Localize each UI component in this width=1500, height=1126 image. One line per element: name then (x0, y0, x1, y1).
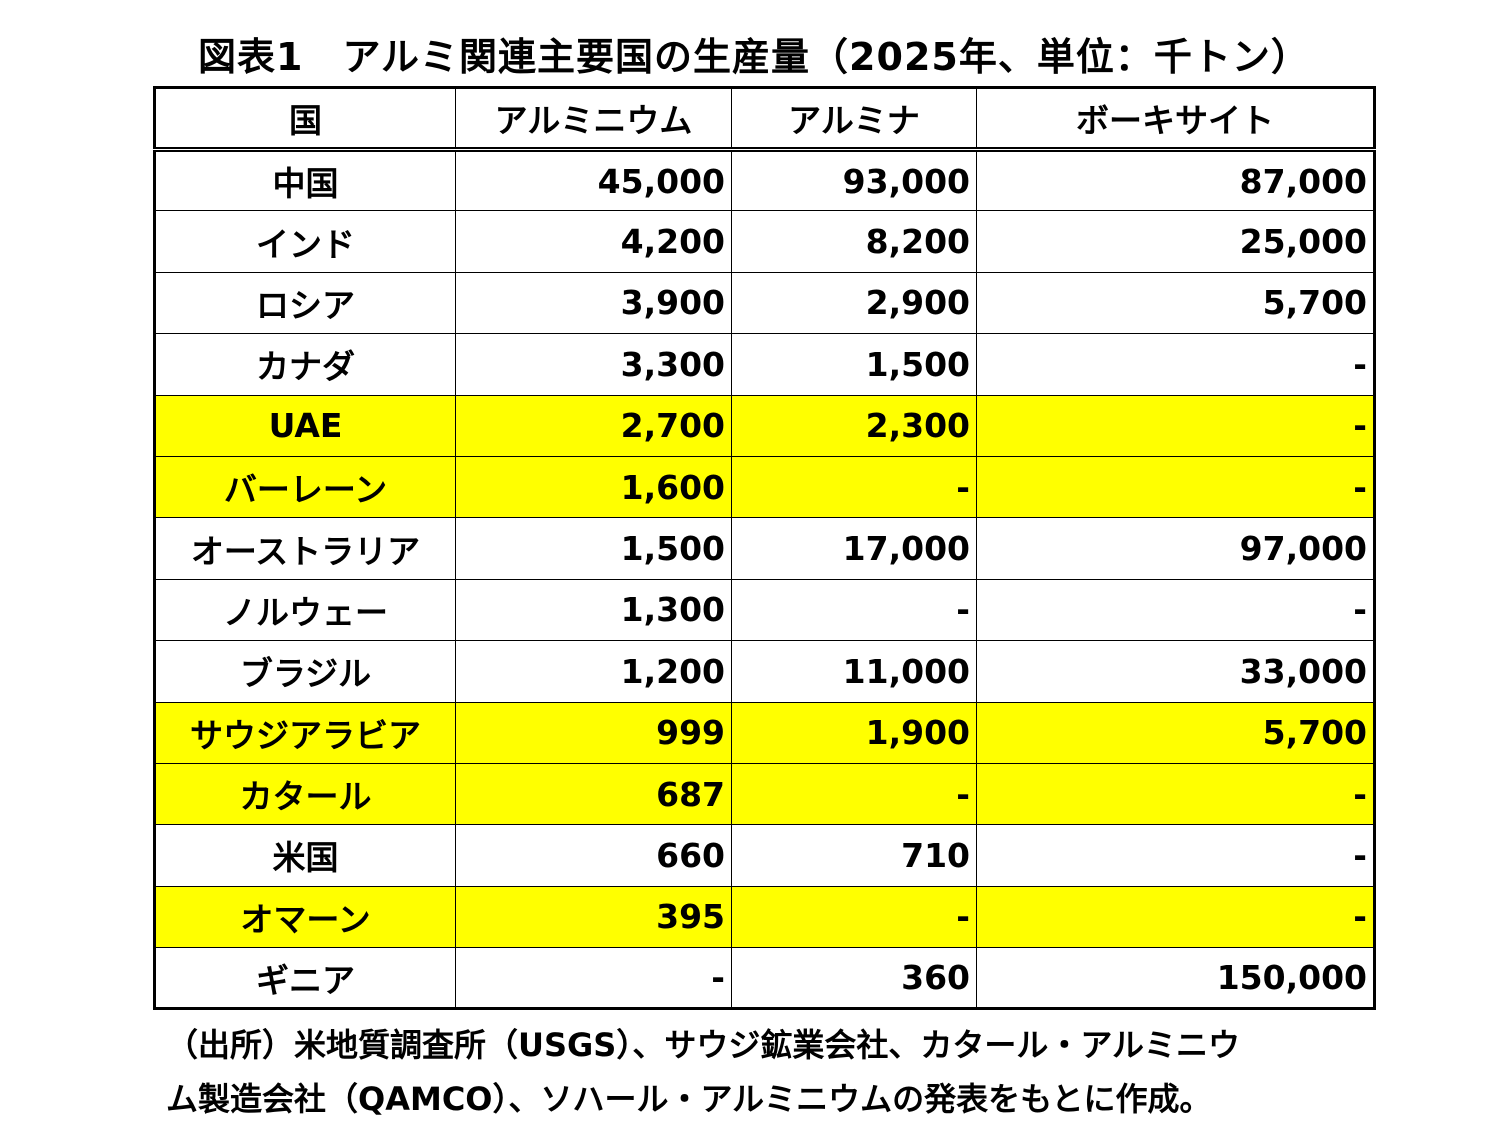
aluminium-cell: 1,500 (455, 517, 732, 580)
bauxite-cell: 97,000 (976, 517, 1375, 580)
bauxite-cell: - (976, 333, 1375, 396)
bauxite-cell: - (976, 824, 1375, 887)
source-note-line-1: （出所）米地質調査所（USGS）、サウジ鉱業会社、カタール・アルミニウ (166, 1026, 1241, 1064)
alumina-cell: - (731, 885, 977, 949)
country-cell: オマーン (154, 885, 456, 949)
aluminium-cell: 45,000 (455, 148, 732, 212)
country-cell: ノルウェー (154, 578, 456, 642)
alumina-cell: - (731, 455, 977, 519)
alumina-cell: 11,000 (731, 640, 977, 703)
country-cell: サウジアラビア (154, 701, 456, 764)
table-row: サウジアラビア 999 1,900 5,700 (154, 701, 1375, 764)
bauxite-cell: - (976, 578, 1375, 642)
table-row: オーストラリア 1,500 17,000 97,000 (154, 517, 1375, 580)
bauxite-cell: - (976, 394, 1375, 457)
alumina-cell: 2,300 (731, 394, 977, 457)
aluminium-cell: 2,700 (455, 394, 732, 457)
aluminium-cell: 687 (455, 762, 732, 826)
table-row: UAE 2,700 2,300- (154, 394, 1375, 457)
table-row: ブラジル 1,200 11,000 33,000 (154, 640, 1375, 703)
country-cell: インド (154, 210, 456, 273)
bauxite-cell: - (976, 455, 1375, 519)
bauxite-cell: 33,000 (976, 640, 1375, 703)
bauxite-cell: - (976, 762, 1375, 826)
aluminium-cell: 395 (455, 885, 732, 949)
country-cell: UAE (154, 394, 456, 457)
aluminium-cell: 1,200 (455, 640, 732, 703)
table-row: ギニア -360 150,000 (154, 947, 1375, 1010)
aluminium-cell: - (455, 947, 732, 1010)
header-bauxite: ボーキサイト (976, 87, 1375, 150)
header-row: 国 アルミニウム アルミナ ボーキサイト (154, 87, 1375, 150)
source-note-line-2: ム製造会社（QAMCO）、ソハール・アルミニウムの発表をもとに作成。 (166, 1080, 1212, 1118)
aluminium-cell: 3,900 (455, 271, 732, 335)
alumina-cell: 2,900 (731, 271, 977, 335)
country-cell: ギニア (154, 947, 456, 1010)
country-cell: バーレーン (154, 455, 456, 519)
alumina-cell: - (731, 762, 977, 826)
table-row: インド 4,200 8,200 25,000 (154, 210, 1375, 273)
table-row: ロシア 3,900 2,900 5,700 (154, 271, 1375, 335)
header-alumina: アルミナ (731, 87, 977, 150)
country-cell: 中国 (154, 148, 456, 212)
table-row: バーレーン 1,600- - (154, 455, 1375, 519)
bauxite-cell: 150,000 (976, 947, 1375, 1010)
country-cell: カナダ (154, 333, 456, 396)
country-cell: 米国 (154, 824, 456, 887)
bauxite-cell: 5,700 (976, 701, 1375, 764)
country-cell: カタール (154, 762, 456, 826)
country-cell: ブラジル (154, 640, 456, 703)
alumina-cell: 710 (731, 824, 977, 887)
alumina-cell: 1,500 (731, 333, 977, 396)
table-row: カナダ 3,300 1,500- (154, 333, 1375, 396)
header-country: 国 (154, 87, 456, 150)
production-table: 国 アルミニウム アルミナ ボーキサイト 中国 45,000 93,000 87,00… (153, 86, 1376, 1011)
header-aluminium: アルミニウム (455, 87, 732, 150)
alumina-cell: 360 (731, 947, 977, 1010)
alumina-cell: 8,200 (731, 210, 977, 273)
aluminium-cell: 660 (455, 824, 732, 887)
table-row: カタール 687- - (154, 762, 1375, 826)
aluminium-cell: 999 (455, 701, 732, 764)
aluminium-cell: 3,300 (455, 333, 732, 396)
bauxite-cell: 5,700 (976, 271, 1375, 335)
alumina-cell: 93,000 (731, 148, 977, 212)
bauxite-cell: 87,000 (976, 148, 1375, 212)
alumina-cell: 17,000 (731, 517, 977, 580)
table-row: 中国 45,000 93,000 87,000 (154, 148, 1375, 212)
table-row: オマーン 395- - (154, 885, 1375, 949)
aluminium-cell: 4,200 (455, 210, 732, 273)
table-title: 図表1 アルミ関連主要国の生産量（2025年、単位：千トン） (198, 35, 1310, 79)
aluminium-cell: 1,300 (455, 578, 732, 642)
alumina-cell: - (731, 578, 977, 642)
bauxite-cell: 25,000 (976, 210, 1375, 273)
table-row: ノルウェー 1,300- - (154, 578, 1375, 642)
country-cell: オーストラリア (154, 517, 456, 580)
aluminium-cell: 1,600 (455, 455, 732, 519)
country-cell: ロシア (154, 271, 456, 335)
bauxite-cell: - (976, 885, 1375, 949)
alumina-cell: 1,900 (731, 701, 977, 764)
table-row: 米国 660 710- (154, 824, 1375, 887)
